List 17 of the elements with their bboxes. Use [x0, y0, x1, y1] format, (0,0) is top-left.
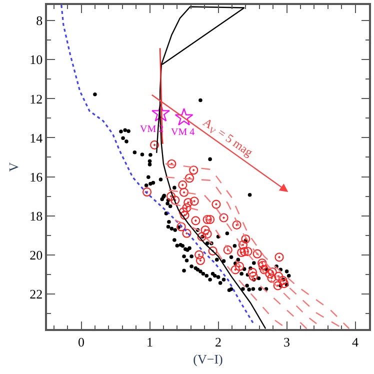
y-tick-label: 16 [30, 169, 44, 184]
annotation: VM 4 [171, 127, 195, 138]
y-tick-label: 10 [30, 52, 43, 68]
x-tick-label: 2 [215, 334, 222, 350]
x-tick-label: 0 [78, 334, 85, 350]
y-tick-label: 20 [30, 247, 43, 262]
y-axis-title: V [6, 162, 22, 172]
annotation: VM 2 [140, 124, 164, 135]
y-tick-label: 8 [36, 13, 43, 28]
y-tick-label: 12 [30, 91, 43, 106]
y-tick-label: 14 [30, 130, 44, 146]
x-axis-title: (V−I) [193, 351, 223, 366]
x-tick-label: 1 [146, 334, 154, 350]
y-tick-label: 18 [30, 208, 43, 224]
y-tick-label: 22 [30, 286, 43, 302]
x-tick-label: 4 [352, 334, 360, 350]
x-tick-label: 3 [284, 334, 290, 350]
